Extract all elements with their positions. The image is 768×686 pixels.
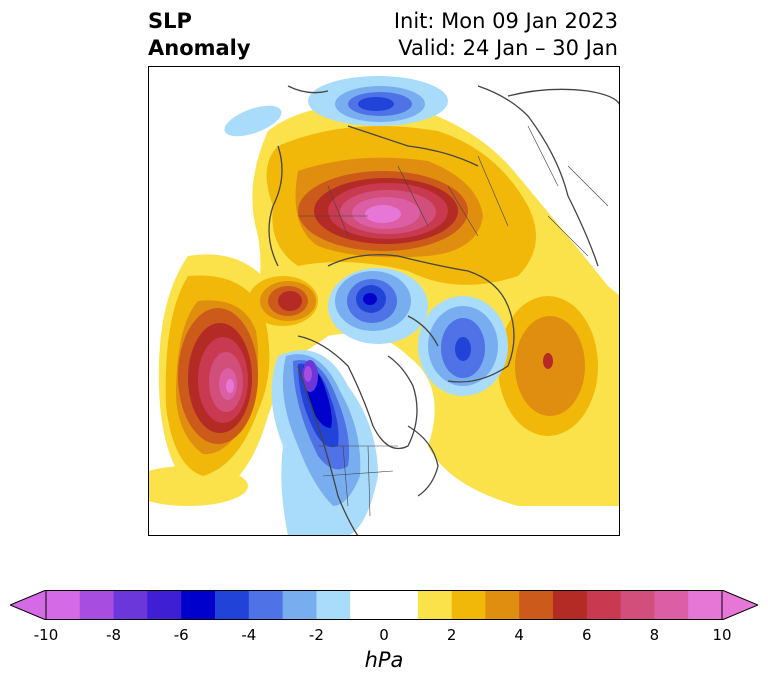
- colorbar-tick-label: -2: [308, 626, 324, 644]
- positive-anomaly-violet: [226, 205, 401, 393]
- colorbar-swatch: [350, 590, 385, 620]
- colorbar-tick-label: 4: [514, 626, 524, 644]
- colorbar-extend-max: [721, 590, 758, 620]
- init-date: Init: Mon 09 Jan 2023: [393, 9, 618, 33]
- colorbar-swatch: [113, 590, 148, 620]
- colorbar-swatch: [282, 590, 317, 620]
- negative-anomaly-purple: [304, 366, 312, 382]
- date-info: Init: Mon 09 Jan 2023 Valid: 24 Jan – 30…: [394, 8, 618, 62]
- colorbar-swatch: [586, 590, 622, 620]
- valid-range: Valid: 24 Jan – 30 Jan: [398, 36, 618, 60]
- title-line-2: Anomaly: [148, 36, 251, 60]
- colorbar-frame: [45, 590, 723, 620]
- title-line-1: SLP: [148, 9, 192, 33]
- colorbar-swatch: [654, 590, 689, 620]
- colorbar-swatch: [620, 590, 655, 620]
- colorbar-tick-label: -6: [173, 626, 189, 644]
- colorbar-swatch: [147, 590, 182, 620]
- colorbar-swatch: [181, 590, 216, 620]
- anomaly-map: [148, 66, 620, 536]
- colorbar-extend-min: [10, 590, 47, 620]
- colorbar-tick-label: 0: [379, 626, 389, 644]
- colorbar-tick-label: 2: [446, 626, 457, 644]
- colorbar-swatch: [316, 590, 351, 620]
- colorbar-swatch: [688, 590, 723, 620]
- colorbar-tick-label: 10: [712, 626, 732, 644]
- coastlines: [268, 85, 620, 536]
- colorbar-tick-label: -8: [106, 626, 122, 644]
- colorbar-swatch: [79, 590, 115, 620]
- colorbar-swatch: [451, 590, 486, 620]
- colorbar-swatch: [417, 590, 453, 620]
- colorbar-swatch: [519, 590, 554, 620]
- colorbar-swatch: [248, 590, 284, 620]
- colorbar-swatch: [384, 590, 419, 620]
- country-borders: [298, 125, 609, 517]
- colorbar-swatch: [46, 590, 81, 620]
- colorbar-ticks: -10 -8 -6 -4 -2 0 2 4 6 8 10: [0, 626, 768, 646]
- colorbar-swatch: [215, 590, 250, 620]
- colorbar-tick-label: -10: [33, 626, 59, 644]
- colorbar-tick-label: 8: [649, 626, 660, 644]
- colorbar-unit: hPa: [364, 648, 404, 672]
- colorbar-tick-label: -4: [241, 626, 257, 644]
- colorbar: [10, 590, 758, 620]
- colorbar-swatch: [553, 590, 588, 620]
- colorbar-swatch: [485, 590, 520, 620]
- colorbar-tick-label: 6: [582, 626, 592, 644]
- chart-title: SLP Anomaly: [148, 8, 251, 62]
